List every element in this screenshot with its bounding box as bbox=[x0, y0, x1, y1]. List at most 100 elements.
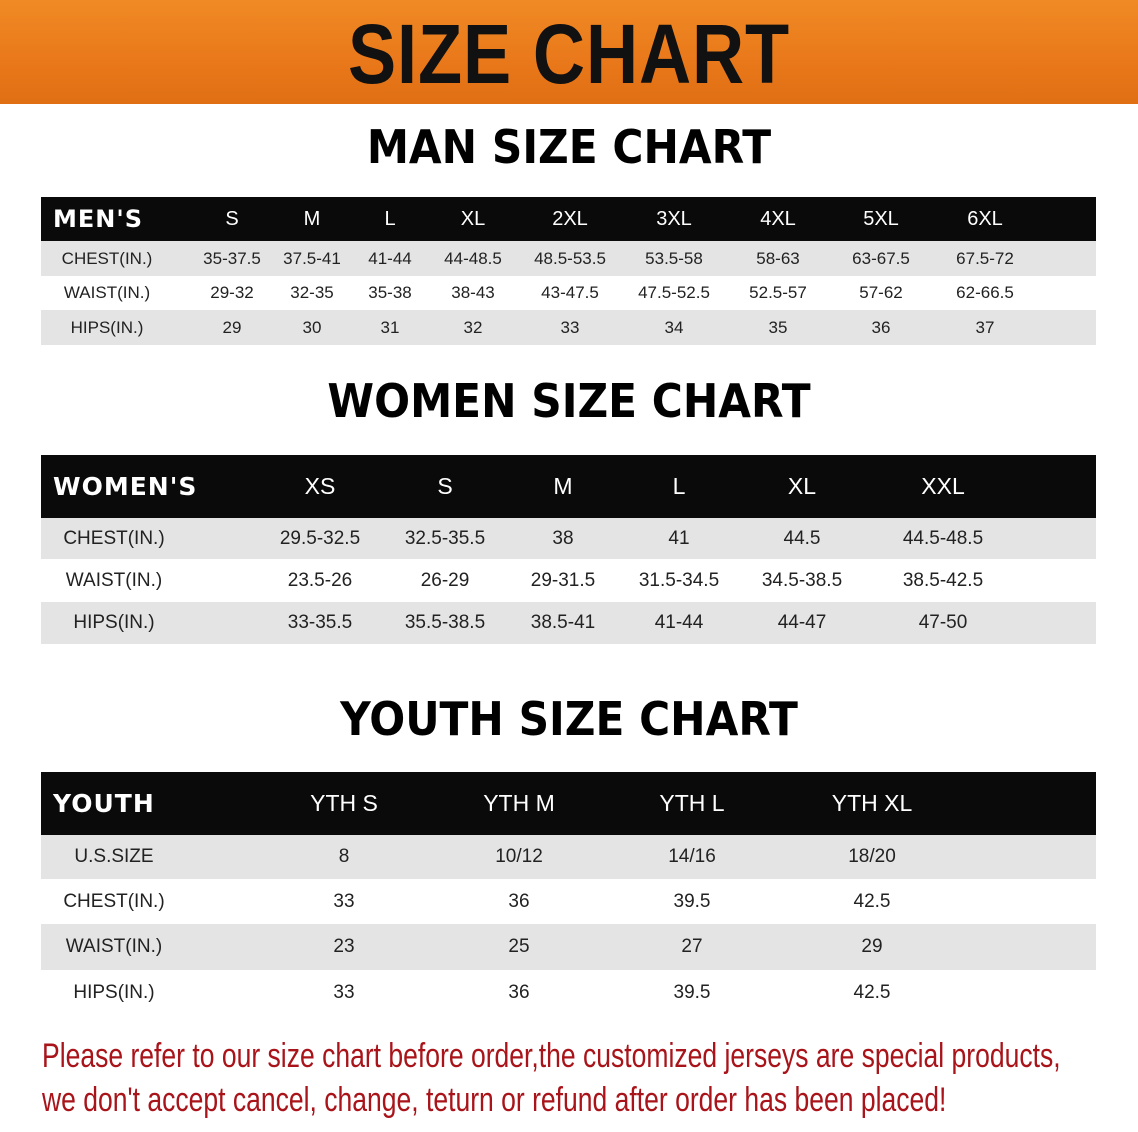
size-column-header: L bbox=[384, 207, 396, 230]
row-label: HIPS(IN.) bbox=[73, 612, 155, 633]
notice-line-1: Please refer to our size chart before or… bbox=[42, 1037, 1061, 1075]
table-row: CHEST(IN.) 33 36 39.5 42.5 bbox=[41, 879, 1096, 924]
header-label: YOUTH bbox=[53, 789, 155, 818]
table-cell: 39.5 bbox=[673, 890, 711, 912]
table-cell: 36 bbox=[508, 981, 530, 1003]
table-cell: 29.5-32.5 bbox=[279, 527, 361, 549]
row-label: U.S.SIZE bbox=[74, 846, 154, 867]
table-cell: 38-43 bbox=[451, 283, 495, 302]
table-header: YOUTH YTH S YTH M YTH L YTH XL bbox=[41, 772, 1096, 835]
table-cell: 42.5 bbox=[853, 981, 891, 1003]
header-label: WOMEN'S bbox=[53, 472, 198, 501]
table-cell: 38.5-42.5 bbox=[902, 569, 984, 591]
table-cell: 44.5-48.5 bbox=[902, 527, 984, 549]
table-cell: 62-66.5 bbox=[956, 283, 1014, 302]
table-cell: 10/12 bbox=[495, 846, 543, 867]
size-column-header: YTH M bbox=[483, 790, 555, 816]
table-cell: 52.5-57 bbox=[749, 283, 807, 302]
table-cell: 53.5-58 bbox=[645, 248, 703, 268]
size-chart-banner: SIZE CHART bbox=[0, 0, 1138, 104]
table-cell: 44.5 bbox=[783, 527, 821, 549]
header-label: MEN'S bbox=[53, 205, 143, 233]
size-column-header: S bbox=[225, 207, 239, 230]
row-label: CHEST(IN.) bbox=[63, 527, 165, 549]
row-label: CHEST(IN.) bbox=[61, 248, 153, 268]
table-cell: 14/16 bbox=[668, 846, 716, 867]
table-cell: 37.5-41 bbox=[283, 248, 341, 268]
table-cell: 58-63 bbox=[756, 248, 800, 268]
table-cell: 32-35 bbox=[290, 283, 334, 302]
row-label: WAIST(IN.) bbox=[65, 936, 163, 957]
table-cell: 47.5-52.5 bbox=[638, 283, 710, 302]
size-column-header: XL bbox=[787, 473, 817, 499]
size-column-header: 2XL bbox=[552, 207, 588, 230]
women-section-title: WOMEN SIZE CHART bbox=[327, 374, 811, 428]
size-column-header: XL bbox=[460, 207, 486, 230]
table-cell: 32 bbox=[463, 317, 483, 337]
table-row: HIPS(IN.) 29 30 31 32 33 34 35 36 37 bbox=[41, 310, 1096, 345]
size-column-header: 6XL bbox=[967, 207, 1003, 230]
table-row: U.S.SIZE 8 10/12 14/16 18/20 bbox=[41, 835, 1096, 879]
table-row: CHEST(IN.) 29.5-32.5 32.5-35.5 38 41 44.5 44.5… bbox=[41, 518, 1096, 559]
table-cell: 30 bbox=[302, 317, 322, 337]
size-column-header: YTH L bbox=[659, 790, 725, 816]
table-cell: 41-44 bbox=[368, 248, 412, 268]
table-cell: 41 bbox=[668, 527, 690, 549]
table-cell: 35-37.5 bbox=[203, 248, 261, 268]
table-cell: 38.5-41 bbox=[530, 612, 596, 633]
table-row: WAIST(IN.) 23.5-26 26-29 29-31.5 31.5-34.5 34… bbox=[41, 559, 1096, 602]
table-cell: 34.5-38.5 bbox=[761, 569, 843, 591]
size-column-header: XS bbox=[304, 473, 336, 499]
table-cell: 31.5-34.5 bbox=[638, 569, 720, 591]
table-cell: 32.5-35.5 bbox=[404, 527, 486, 549]
table-row: HIPS(IN.) 33 36 39.5 42.5 bbox=[41, 970, 1096, 1015]
table-cell: 63-67.5 bbox=[852, 248, 910, 268]
table-header: MEN'S S M L XL 2XL 3XL 4XL 5XL 6XL bbox=[41, 197, 1096, 241]
size-column-header: L bbox=[672, 473, 686, 499]
table-cell: 8 bbox=[338, 846, 350, 867]
table-cell: 39.5 bbox=[673, 981, 711, 1003]
size-column-header: M bbox=[553, 473, 573, 499]
table-cell: 29-31.5 bbox=[530, 569, 596, 591]
table-cell: 34 bbox=[664, 317, 684, 337]
size-column-header: YTH XL bbox=[831, 790, 913, 816]
table-row: CHEST(IN.) 35-37.5 37.5-41 41-44 44-48.5 48.5… bbox=[41, 241, 1096, 276]
table-cell: 29-32 bbox=[210, 283, 254, 302]
table-header: WOMEN'S XS S M L XL XXL bbox=[41, 455, 1096, 518]
table-cell: 36 bbox=[508, 890, 530, 912]
table-cell: 48.5-53.5 bbox=[534, 248, 606, 268]
table-cell: 33 bbox=[333, 890, 355, 912]
table-cell: 33-35.5 bbox=[287, 612, 353, 633]
notice-line-2: we don't accept cancel, change, teturn o… bbox=[42, 1081, 947, 1119]
table-cell: 47-50 bbox=[918, 612, 968, 633]
size-column-header: 5XL bbox=[863, 207, 899, 230]
table-cell: 43-47.5 bbox=[541, 283, 599, 302]
table-cell: 36 bbox=[871, 317, 891, 337]
table-cell: 26-29 bbox=[420, 569, 470, 591]
banner-title: SIZE CHART bbox=[347, 7, 791, 101]
table-cell: 23.5-26 bbox=[287, 569, 353, 591]
table-row: HIPS(IN.) 33-35.5 35.5-38.5 38.5-41 41-44 44-… bbox=[41, 602, 1096, 644]
table-cell: 44-48.5 bbox=[444, 248, 502, 268]
table-cell: 44-47 bbox=[777, 612, 827, 633]
row-label: HIPS(IN.) bbox=[70, 317, 144, 337]
table-cell: 31 bbox=[380, 317, 400, 337]
table-cell: 29 bbox=[222, 317, 242, 337]
table-cell: 25 bbox=[508, 936, 530, 957]
table-cell: 29 bbox=[861, 936, 883, 957]
size-column-header: 3XL bbox=[656, 207, 692, 230]
table-cell: 33 bbox=[560, 317, 580, 337]
size-column-header: M bbox=[303, 207, 321, 230]
table-cell: 18/20 bbox=[848, 846, 896, 867]
table-row: WAIST(IN.) 29-32 32-35 35-38 38-43 43-47.5 47.… bbox=[41, 276, 1096, 310]
table-cell: 35 bbox=[768, 317, 788, 337]
table-cell: 27 bbox=[681, 936, 703, 957]
table-cell: 35-38 bbox=[368, 283, 412, 302]
size-column-header: YTH S bbox=[310, 790, 378, 816]
table-row: WAIST(IN.) 23 25 27 29 bbox=[41, 924, 1096, 970]
table-cell: 41-44 bbox=[654, 612, 704, 633]
row-label: HIPS(IN.) bbox=[73, 981, 155, 1003]
row-label: WAIST(IN.) bbox=[65, 569, 163, 591]
size-column-header: XXL bbox=[921, 473, 965, 499]
table-cell: 33 bbox=[333, 981, 355, 1003]
